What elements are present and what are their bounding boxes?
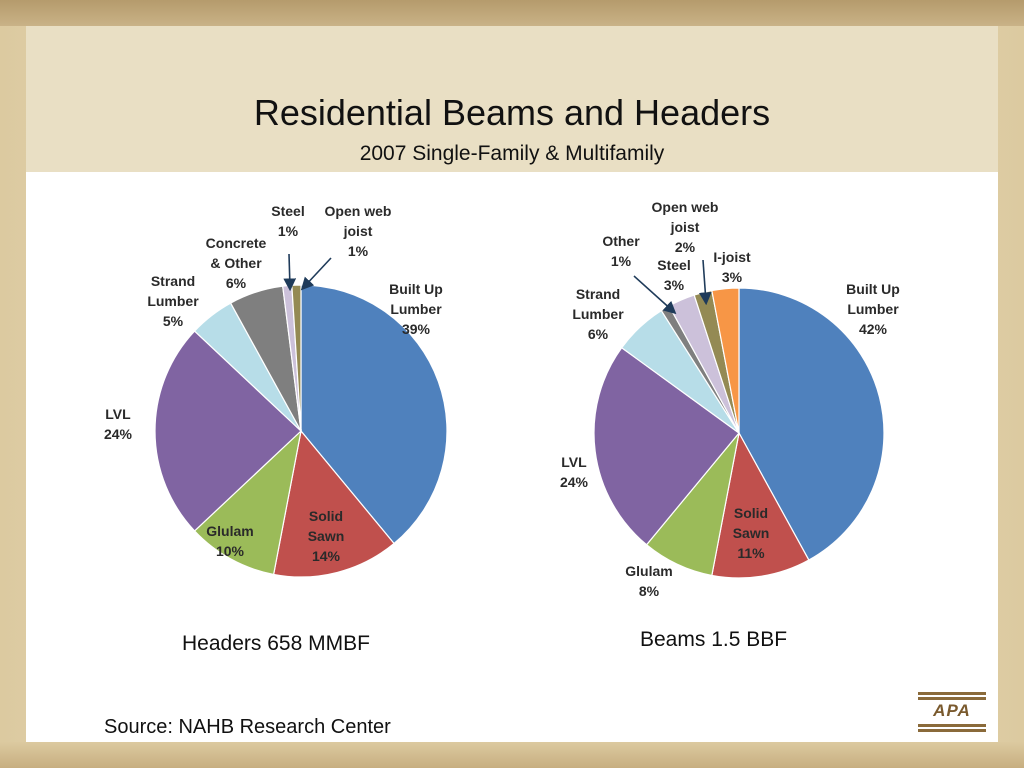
slice-label: Open web joist 2% xyxy=(652,199,719,255)
slice-label: Strand Lumber 5% xyxy=(147,273,199,329)
logo-bar xyxy=(918,697,986,700)
frame-bottom xyxy=(0,742,1024,768)
frame-top xyxy=(0,0,1024,26)
pie-slice xyxy=(154,330,302,532)
label-arrow xyxy=(698,259,712,306)
slice-label: Steel 1% xyxy=(271,203,304,239)
source-note: Source: NAHB Research Center xyxy=(104,716,391,738)
logo-bar xyxy=(918,729,986,732)
headers-caption: Headers 658 MMBF xyxy=(182,632,370,655)
slice-label: Glulam 10% xyxy=(206,523,253,559)
apa-logo: APA xyxy=(918,692,986,732)
slice-label: Solid Sawn 11% xyxy=(733,505,770,561)
slide-subtitle: 2007 Single-Family & Multifamily xyxy=(359,142,665,165)
logo-bar xyxy=(918,692,986,695)
slice-label: Open web joist 1% xyxy=(325,203,392,259)
slice-label: Built Up Lumber 42% xyxy=(846,281,900,337)
headers-pie: Built Up Lumber 39% Solid Sawn 14% Glulam 10% LV… xyxy=(104,203,448,578)
slice-label: I-joist 3% xyxy=(713,249,751,285)
slice-label: LVL 24% xyxy=(104,406,133,442)
slice-label: LVL 24% xyxy=(560,454,589,490)
label-arrow xyxy=(300,257,332,291)
title-band xyxy=(26,26,998,172)
logo-text: APA xyxy=(933,701,971,720)
slice-label: Built Up Lumber 39% xyxy=(389,281,443,337)
pie-slice xyxy=(711,431,810,579)
pie-slice xyxy=(593,346,740,546)
beams-caption: Beams 1.5 BBF xyxy=(640,628,788,651)
pie-slice xyxy=(272,429,395,578)
slice-label: Other 1% xyxy=(602,233,640,269)
label-arrow xyxy=(283,253,297,292)
pie-slice xyxy=(738,287,885,561)
logo-bar xyxy=(918,724,986,727)
slice-label: Strand Lumber 6% xyxy=(572,286,624,342)
slide: Residential Beams and Headers 2007 Singl… xyxy=(26,26,998,742)
slice-label: Glulam 8% xyxy=(625,563,672,599)
slice-label: Solid Sawn 14% xyxy=(308,508,345,564)
pie-slice xyxy=(711,287,740,434)
pie-slice xyxy=(300,284,448,545)
slide-title: Residential Beams and Headers xyxy=(253,92,771,133)
label-arrow xyxy=(633,275,677,315)
pie-charts: Built Up Lumber 39% Solid Sawn 14% Glulam 10% LV… xyxy=(104,199,900,599)
pie-slice xyxy=(193,429,302,576)
slice-label: Steel 3% xyxy=(657,257,690,293)
slice-label: Concrete & Other 6% xyxy=(206,235,267,291)
beams-pie: Built Up Lumber 42% Solid Sawn 11% Glulam 8% LVL… xyxy=(560,199,900,599)
